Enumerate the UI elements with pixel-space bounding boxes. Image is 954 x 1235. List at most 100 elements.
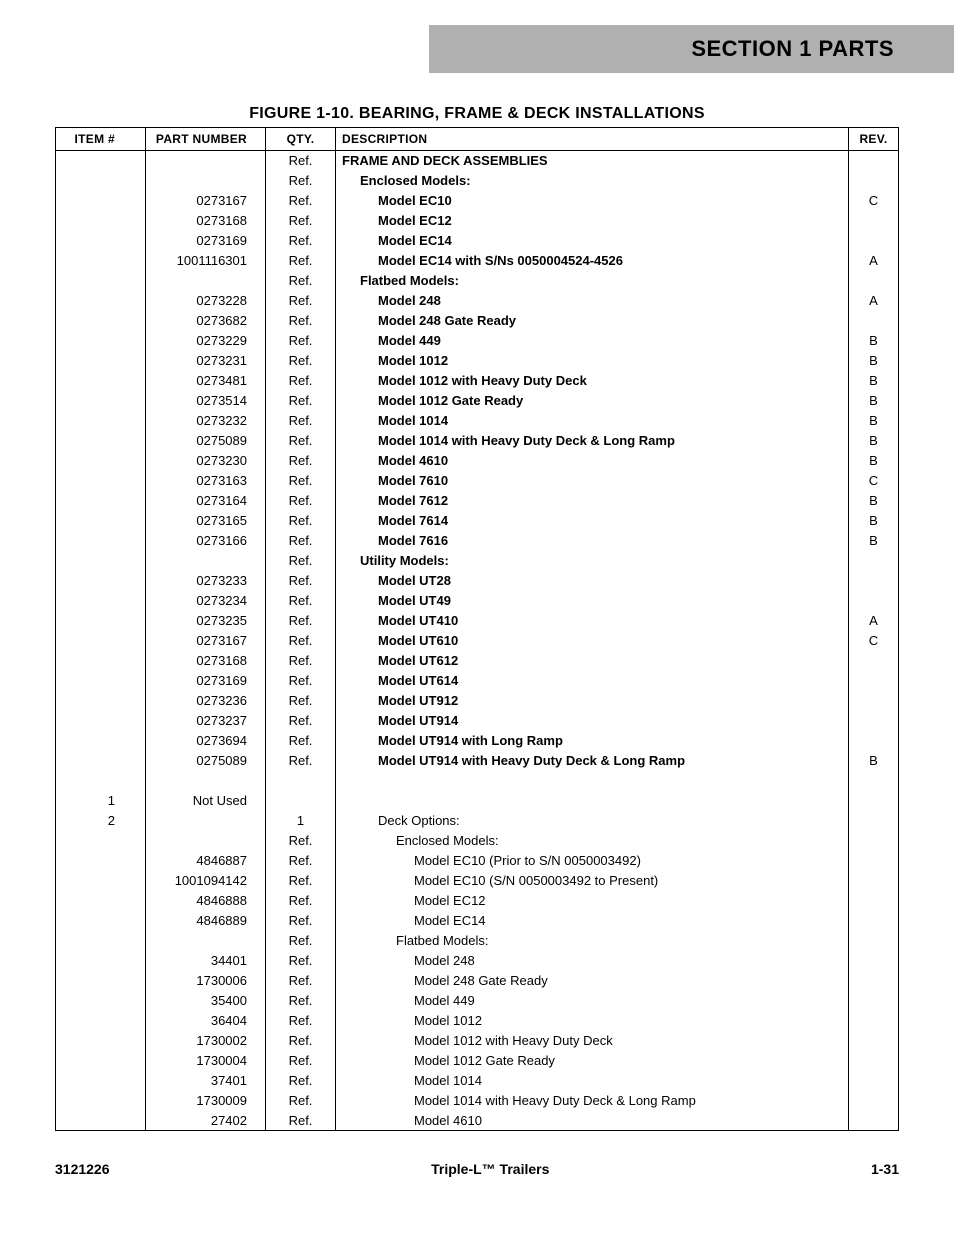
- cell-qty: [266, 771, 336, 791]
- cell-desc: Model UT914: [336, 711, 849, 731]
- cell-item: [56, 211, 146, 231]
- cell-item: [56, 291, 146, 311]
- cell-desc: Model EC12: [336, 211, 849, 231]
- cell-desc: Model UT28: [336, 571, 849, 591]
- cell-rev: [849, 311, 899, 331]
- cell-rev: [849, 231, 899, 251]
- cell-qty: Ref.: [266, 591, 336, 611]
- cell-part: 1730006: [146, 971, 266, 991]
- cell-rev: B: [849, 331, 899, 351]
- cell-item: [56, 1091, 146, 1111]
- table-row: 0273228Ref.Model 248A: [56, 291, 899, 311]
- cell-desc: Enclosed Models:: [336, 831, 849, 851]
- cell-item: 2: [56, 811, 146, 831]
- cell-qty: Ref.: [266, 411, 336, 431]
- cell-qty: Ref.: [266, 1031, 336, 1051]
- cell-desc: Model 248: [336, 951, 849, 971]
- cell-part: 0273228: [146, 291, 266, 311]
- cell-item: [56, 691, 146, 711]
- table-row: 0273231Ref.Model 1012B: [56, 351, 899, 371]
- cell-qty: Ref.: [266, 991, 336, 1011]
- cell-qty: [266, 791, 336, 811]
- cell-part: 0273514: [146, 391, 266, 411]
- cell-item: [56, 771, 146, 791]
- cell-item: [56, 551, 146, 571]
- table-row: 0273163Ref.Model 7610C: [56, 471, 899, 491]
- cell-rev: [849, 871, 899, 891]
- cell-part: 0273232: [146, 411, 266, 431]
- footer-center: Triple-L™ Trailers: [431, 1161, 549, 1177]
- cell-part: 1001094142: [146, 871, 266, 891]
- cell-item: [56, 1111, 146, 1131]
- table-row: 35400Ref.Model 449: [56, 991, 899, 1011]
- cell-desc: Model EC14: [336, 911, 849, 931]
- cell-rev: [849, 951, 899, 971]
- cell-rev: [849, 911, 899, 931]
- table-row: 21Deck Options:: [56, 811, 899, 831]
- cell-rev: B: [849, 491, 899, 511]
- table-row: 0273165Ref.Model 7614B: [56, 511, 899, 531]
- cell-qty: Ref.: [266, 1011, 336, 1031]
- cell-item: [56, 531, 146, 551]
- table-row: 0273694Ref.Model UT914 with Long Ramp: [56, 731, 899, 751]
- cell-desc: [336, 791, 849, 811]
- cell-part: 0273237: [146, 711, 266, 731]
- col-header-rev: REV.: [849, 128, 899, 151]
- cell-rev: [849, 1011, 899, 1031]
- table-row: 1730002Ref.Model 1012 with Heavy Duty De…: [56, 1031, 899, 1051]
- cell-qty: Ref.: [266, 1051, 336, 1071]
- cell-qty: Ref.: [266, 231, 336, 251]
- cell-qty: Ref.: [266, 1091, 336, 1111]
- cell-rev: B: [849, 451, 899, 471]
- table-row: 0273167Ref.Model UT610C: [56, 631, 899, 651]
- cell-desc: Model 248 Gate Ready: [336, 311, 849, 331]
- table-row: Ref.Utility Models:: [56, 551, 899, 571]
- cell-rev: [849, 991, 899, 1011]
- cell-qty: Ref.: [266, 891, 336, 911]
- cell-desc: Deck Options:: [336, 811, 849, 831]
- table-row: [56, 771, 899, 791]
- cell-item: [56, 911, 146, 931]
- section-header-bar: SECTION 1 PARTS: [429, 25, 954, 73]
- table-row: 36404Ref.Model 1012: [56, 1011, 899, 1031]
- cell-part: 1730009: [146, 1091, 266, 1111]
- cell-part: 0275089: [146, 751, 266, 771]
- cell-desc: Model UT49: [336, 591, 849, 611]
- cell-item: [56, 491, 146, 511]
- cell-rev: [849, 591, 899, 611]
- cell-rev: [849, 691, 899, 711]
- cell-part: 37401: [146, 1071, 266, 1091]
- cell-qty: Ref.: [266, 571, 336, 591]
- table-row: 1730006Ref.Model 248 Gate Ready: [56, 971, 899, 991]
- cell-desc: Model EC10: [336, 191, 849, 211]
- cell-part: 0275089: [146, 431, 266, 451]
- cell-qty: Ref.: [266, 551, 336, 571]
- table-row: 0273481Ref.Model 1012 with Heavy Duty De…: [56, 371, 899, 391]
- cell-qty: Ref.: [266, 291, 336, 311]
- cell-item: [56, 471, 146, 491]
- cell-part: [146, 831, 266, 851]
- cell-rev: [849, 211, 899, 231]
- cell-rev: [849, 651, 899, 671]
- cell-rev: [849, 171, 899, 191]
- table-row: 0273235Ref.Model UT410A: [56, 611, 899, 631]
- cell-desc: Model UT610: [336, 631, 849, 651]
- cell-item: [56, 351, 146, 371]
- cell-desc: Model 1012: [336, 351, 849, 371]
- cell-item: [56, 891, 146, 911]
- cell-desc: Model 1014 with Heavy Duty Deck & Long R…: [336, 431, 849, 451]
- table-row: 0273169Ref.Model UT614: [56, 671, 899, 691]
- cell-item: [56, 511, 146, 531]
- cell-rev: B: [849, 751, 899, 771]
- cell-rev: [849, 571, 899, 591]
- cell-desc: Model 449: [336, 331, 849, 351]
- cell-item: [56, 991, 146, 1011]
- cell-rev: B: [849, 531, 899, 551]
- cell-desc: Model 1012 Gate Ready: [336, 1051, 849, 1071]
- cell-part: 1001116301: [146, 251, 266, 271]
- cell-qty: Ref.: [266, 511, 336, 531]
- cell-desc: Flatbed Models:: [336, 271, 849, 291]
- cell-rev: B: [849, 391, 899, 411]
- cell-part: [146, 771, 266, 791]
- cell-desc: Model 1014 with Heavy Duty Deck & Long R…: [336, 1091, 849, 1111]
